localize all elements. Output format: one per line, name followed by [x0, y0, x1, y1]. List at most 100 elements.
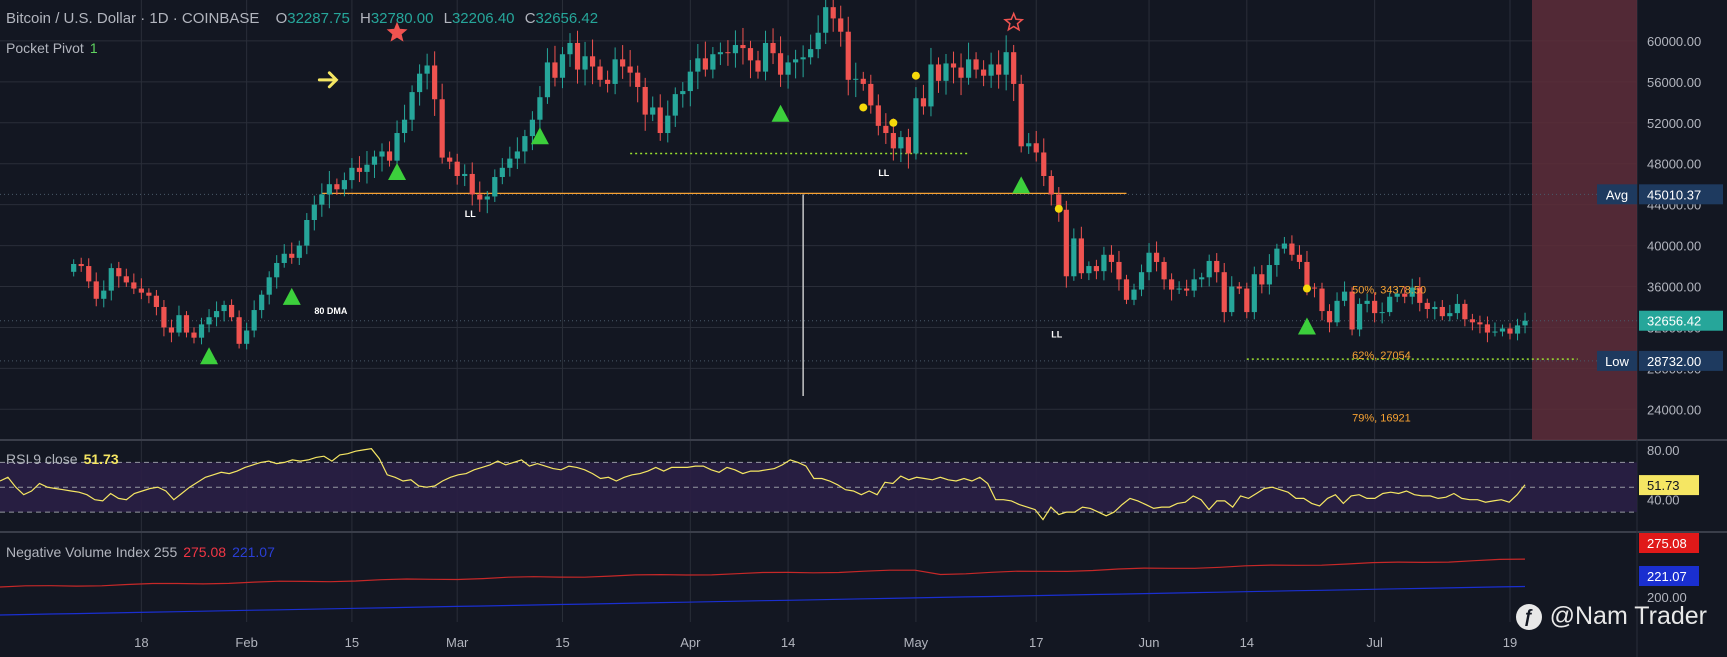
candle-body [1048, 176, 1054, 195]
candle-body [116, 268, 122, 277]
yellow-dot [1302, 284, 1311, 293]
candle-body [582, 56, 588, 70]
yellow-dot [911, 71, 920, 80]
candle-body [93, 281, 99, 299]
candle-body [838, 18, 844, 32]
candle-body [747, 48, 754, 61]
candle-body [477, 194, 483, 200]
candle-body [401, 119, 408, 134]
candle-body [552, 62, 558, 78]
rsi-tag-value: 51.73 [1647, 478, 1680, 493]
candle-body [920, 98, 927, 107]
candle-body [1206, 260, 1212, 278]
close-label: C [524, 10, 536, 27]
close-value: 32656.42 [535, 10, 599, 27]
candle-body [725, 52, 731, 54]
pocket-pivot-triangle [530, 127, 549, 145]
low-label: L [443, 10, 452, 27]
rsi-band-background [0, 461, 1637, 513]
time-tick-label: May [904, 635, 929, 650]
candle-body [78, 264, 84, 267]
open-value: 32287.75 [287, 10, 350, 27]
candle-body [732, 45, 739, 54]
candle-body [1296, 254, 1303, 262]
candle-body [1319, 288, 1325, 312]
candle-body [1402, 293, 1408, 297]
candle-body [770, 42, 776, 54]
chart-annotation: 79%, 16921 [1352, 413, 1411, 425]
candle-body [409, 92, 415, 120]
candle-body [529, 119, 535, 137]
candle-body [289, 253, 295, 258]
candle-body [1499, 328, 1506, 332]
candle-body [943, 63, 949, 81]
open-label: O [275, 10, 288, 27]
candle-body [1357, 303, 1363, 330]
candle-body [695, 58, 701, 72]
candle-body [1131, 289, 1137, 300]
candle-body [1041, 152, 1047, 176]
candle-body [274, 262, 280, 278]
nvi-pane[interactable] [0, 558, 1526, 616]
rsi-label: RSI 9 close [6, 451, 78, 467]
time-tick-label: Jul [1366, 635, 1383, 650]
candle-body [777, 53, 784, 75]
rsi-pane[interactable] [0, 448, 1526, 521]
nvi-legend[interactable]: Negative Volume Index 255 275.08 221.07 [6, 544, 275, 560]
candle-body [1176, 288, 1182, 290]
candlestick-series[interactable] [71, 0, 1528, 350]
candle-body [1191, 279, 1197, 291]
chart-annotation: 62%, 27054 [1352, 350, 1411, 362]
candle-body [905, 137, 911, 154]
nvi-tick-label: 200.00 [1647, 590, 1687, 605]
pocket-pivot-triangle [282, 287, 301, 305]
nvi-tag-value: 275.08 [1647, 536, 1687, 551]
price-tag-value: 32656.42 [1647, 314, 1701, 329]
candle-body [1409, 287, 1415, 297]
candle-body [1093, 266, 1099, 272]
candle-body [213, 311, 220, 318]
candle-body [544, 62, 551, 98]
candle-body [1214, 260, 1220, 273]
candle-body [642, 86, 648, 115]
candle-body [183, 315, 190, 333]
candle-body [996, 64, 1002, 75]
rsi-line [0, 448, 1526, 521]
chart-annotation: LL [465, 209, 476, 219]
candle-body [1334, 300, 1340, 323]
yellow-arrow-icon [317, 71, 339, 89]
candle-body [447, 157, 453, 162]
pocket-pivot-triangle [1012, 176, 1031, 194]
candle-body [1011, 52, 1017, 84]
candle-body [875, 105, 881, 126]
pocket-pivot-legend[interactable]: Pocket Pivot 1 [6, 40, 98, 56]
candle-body [439, 99, 445, 158]
candle-body [1033, 143, 1039, 153]
candle-body [1289, 243, 1295, 255]
candle-body [913, 98, 919, 154]
time-tick-label: 15 [555, 635, 569, 650]
candle-body [484, 196, 490, 200]
candle-body [793, 59, 799, 63]
candle-body [371, 156, 378, 165]
pocket-pivot-triangle [200, 347, 219, 365]
candle-body [206, 317, 212, 325]
price-tag-value: 45010.37 [1647, 187, 1701, 202]
chart-annotation: 80 DMA [314, 306, 348, 316]
candle-body [1184, 288, 1190, 291]
price-tick-label: 56000.00 [1647, 75, 1701, 90]
rsi-legend[interactable]: RSI 9 close 51.73 [6, 451, 119, 467]
price-tick-label: 36000.00 [1647, 280, 1701, 295]
price-tag-label: Low [1605, 354, 1629, 369]
candle-body [1026, 143, 1032, 147]
candle-body [229, 304, 235, 318]
candle-body [1199, 277, 1205, 280]
pocket-pivot-triangle [771, 104, 790, 122]
candle-body [1304, 261, 1310, 288]
price-tag-label-bg [1597, 184, 1637, 205]
nvi-value-2: 221.07 [232, 544, 275, 560]
price-tag-bg [1639, 184, 1723, 205]
candle-body [1221, 272, 1227, 313]
